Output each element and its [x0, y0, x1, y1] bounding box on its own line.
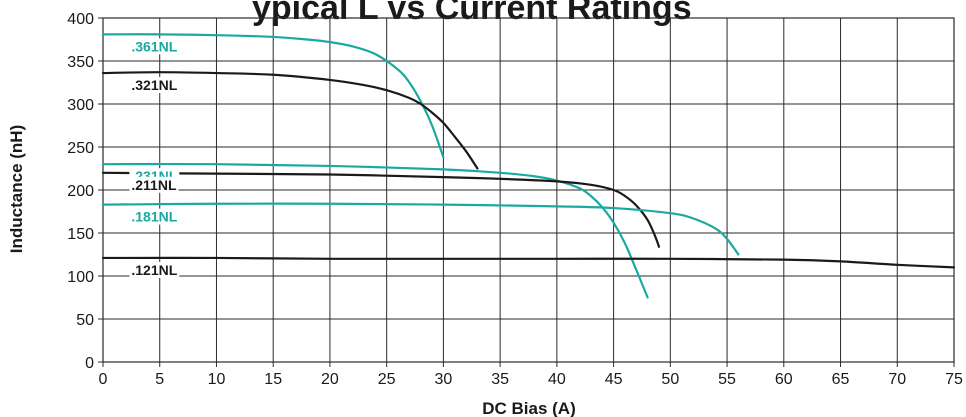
axis-layer: 0 5 10 15 20 25 30 35 40 45 50 55 60 65 70 75 0 50 100 150 2… — [67, 11, 963, 388]
series-label-background — [129, 77, 180, 94]
x-tick-label: 60 — [775, 371, 793, 388]
label-layer: .361NL.321NL.231NL.211NL.181NL.121NL — [129, 38, 180, 278]
x-tick-label: 0 — [99, 371, 108, 388]
series-line-181nl — [101, 202, 740, 256]
x-tick-label: 5 — [155, 371, 164, 388]
x-tick-label: 40 — [548, 371, 566, 388]
series-label-121nl: .121NL — [131, 262, 177, 278]
chart-title: ypical L vs Current Ratings — [252, 0, 692, 27]
series-layer — [101, 33, 956, 299]
y-tick-label: 200 — [67, 183, 94, 200]
plot-frame — [102, 17, 955, 363]
series-line-361nl — [101, 33, 445, 159]
x-tick-label: 35 — [491, 371, 509, 388]
x-tick-label: 70 — [888, 371, 906, 388]
y-tick-label: 350 — [67, 54, 94, 71]
series-label-321nl: .321NL — [131, 77, 177, 93]
x-tick-label: 30 — [435, 371, 453, 388]
x-tick-label: 65 — [832, 371, 850, 388]
y-tick-label: 50 — [76, 312, 94, 329]
x-tick-label: 75 — [945, 371, 963, 388]
series-line-231nl — [101, 162, 649, 299]
series-label-background — [129, 208, 180, 225]
y-tick-label: 0 — [85, 355, 94, 372]
x-tick-label: 20 — [321, 371, 339, 388]
series-label-background — [129, 261, 180, 278]
series-line-321nl — [101, 71, 479, 170]
y-tick-label: 150 — [67, 226, 94, 243]
grid-layer — [102, 17, 955, 363]
y-tick-label: 300 — [67, 97, 94, 114]
y-tick-label: 250 — [67, 140, 94, 157]
series-label-background — [129, 38, 180, 55]
x-tick-label: 45 — [605, 371, 623, 388]
series-label-background — [129, 176, 179, 193]
series-label-361nl: .361NL — [131, 38, 177, 54]
series-line-121nl — [101, 256, 956, 269]
y-tick-label: 400 — [67, 11, 94, 28]
series-label-211nl: .211NL — [131, 177, 177, 193]
x-axis-title: DC Bias (A) — [482, 399, 576, 417]
series-label-181nl: .181NL — [131, 209, 177, 225]
x-tick-label: 55 — [718, 371, 736, 388]
y-axis-title: Inductance (nH) — [7, 125, 26, 253]
x-tick-label: 25 — [378, 371, 396, 388]
y-tick-label: 100 — [67, 269, 94, 286]
series-line-211nl — [101, 171, 661, 248]
x-tick-label: 10 — [208, 371, 226, 388]
x-tick-label: 15 — [264, 371, 282, 388]
x-tick-label: 50 — [661, 371, 679, 388]
